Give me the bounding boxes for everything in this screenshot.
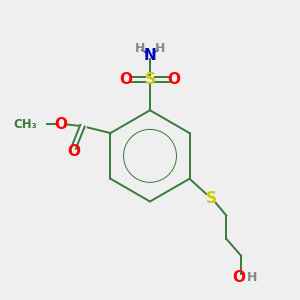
Text: O: O [54,117,67,132]
Text: S: S [206,191,217,206]
Text: N: N [144,48,156,63]
Text: H: H [246,271,257,284]
Text: H: H [155,42,166,55]
Text: O: O [38,124,39,125]
Text: O: O [232,270,245,285]
Text: CH₃: CH₃ [13,118,37,131]
Text: S: S [145,72,155,87]
Text: O: O [168,72,181,87]
Text: H: H [134,42,145,55]
Text: O: O [67,144,80,159]
Text: O: O [119,72,132,87]
